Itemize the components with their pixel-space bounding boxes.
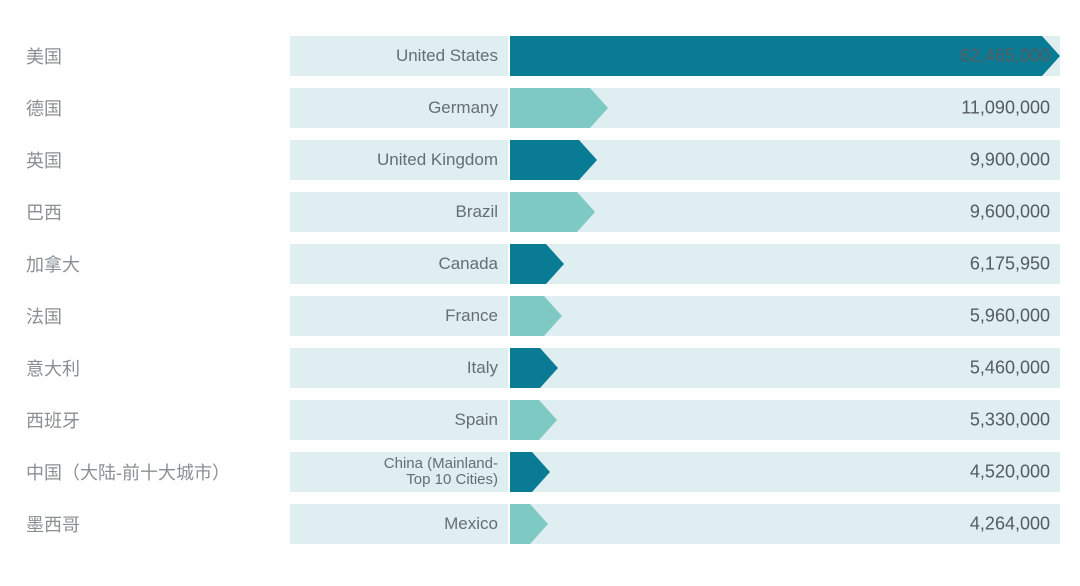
country-label-en-text: Canada [438,255,498,273]
chart-row: 意大利 Italy 5,460,000 [20,342,1060,394]
chart-row: 西班牙 Spain 5,330,000 [20,394,1060,446]
bar-arrow-tip [577,192,595,232]
bar-body [510,504,530,544]
bar-arrow-tip [540,348,558,388]
bar-value: 9,600,000 [970,202,1050,223]
bar-track: 62,465,000 [510,36,1060,76]
bar-value: 11,090,000 [961,98,1050,119]
country-label-en: China (Mainland-Top 10 Cities) [290,452,510,492]
bar [510,296,562,336]
country-label-en-text: United Kingdom [377,151,498,169]
country-label-en-text: United States [396,47,498,65]
bar [510,348,558,388]
chart-row: 巴西 Brazil 9,600,000 [20,186,1060,238]
country-label-cn: 法国 [20,303,290,329]
country-label-en: France [290,296,510,336]
chart-row: 美国 United States 62,465,000 [20,30,1060,82]
bar-arrow-tip [544,296,562,336]
bar-value: 5,330,000 [970,410,1050,431]
chart-row: 法国 France 5,960,000 [20,290,1060,342]
bar [510,88,608,128]
bar-value: 5,960,000 [970,306,1050,327]
bar-value: 9,900,000 [970,150,1050,171]
bar [510,504,548,544]
country-label-cn: 德国 [20,95,290,121]
bar [510,244,564,284]
country-label-en-text: Italy [467,359,498,377]
bar-track: 6,175,950 [510,244,1060,284]
chart-row: 德国 Germany 11,090,000 [20,82,1060,134]
bar-value: 5,460,000 [970,358,1050,379]
country-label-en-text: Mexico [444,515,498,533]
chart-row: 加拿大 Canada 6,175,950 [20,238,1060,290]
bar-track: 5,460,000 [510,348,1060,388]
country-label-en-text: France [445,307,498,325]
country-label-en: Italy [290,348,510,388]
bar-arrow-tip [590,88,608,128]
bar-arrow-tip [579,140,597,180]
bar-value: 62,465,000 [960,46,1050,67]
country-label-en-text: Spain [455,411,498,429]
bar-arrow-tip [539,400,557,440]
country-label-cn: 意大利 [20,355,290,381]
bar-track: 4,520,000 [510,452,1060,492]
country-label-en: Mexico [290,504,510,544]
bar-arrow-tip [532,452,550,492]
bar-value: 6,175,950 [970,254,1050,275]
country-label-en-text: China (Mainland-Top 10 Cities) [384,456,498,488]
bar-track: 5,330,000 [510,400,1060,440]
country-label-en: Spain [290,400,510,440]
country-label-cn: 墨西哥 [20,511,290,537]
bar-arrow-tip [546,244,564,284]
bar-body [510,452,532,492]
chart-row: 中国（大陆-前十大城市） China (Mainland-Top 10 Citie… [20,446,1060,498]
bar-value: 4,264,000 [970,514,1050,535]
bar-body [510,348,540,388]
bar-value: 4,520,000 [970,462,1050,483]
bar-body [510,244,546,284]
bar-body [510,296,544,336]
country-label-en: United Kingdom [290,140,510,180]
country-label-cn: 加拿大 [20,251,290,277]
chart-row: 墨西哥 Mexico 4,264,000 [20,498,1060,550]
bar [510,400,557,440]
bar [510,140,597,180]
country-label-en-text: Brazil [455,203,498,221]
country-label-cn: 巴西 [20,199,290,225]
country-label-cn: 美国 [20,43,290,69]
country-label-en: Germany [290,88,510,128]
country-label-cn: 西班牙 [20,407,290,433]
bar-body [510,88,590,128]
country-label-cn: 英国 [20,147,290,173]
bar-arrow-tip [530,504,548,544]
bar-body [510,192,577,232]
country-label-en: Canada [290,244,510,284]
country-bar-chart: 美国 United States 62,465,000 德国 Germany 11,090… [0,0,1080,586]
country-label-en-text: Germany [428,99,498,117]
country-label-en: Brazil [290,192,510,232]
bar-body [510,140,579,180]
bar [510,452,550,492]
bar-track: 5,960,000 [510,296,1060,336]
bar-body [510,400,539,440]
bar-track: 4,264,000 [510,504,1060,544]
bar-track: 9,600,000 [510,192,1060,232]
bar [510,192,595,232]
chart-row: 英国 United Kingdom 9,900,000 [20,134,1060,186]
bar-track: 11,090,000 [510,88,1060,128]
country-label-en: United States [290,36,510,76]
country-label-cn: 中国（大陆-前十大城市） [20,459,290,485]
bar-track: 9,900,000 [510,140,1060,180]
